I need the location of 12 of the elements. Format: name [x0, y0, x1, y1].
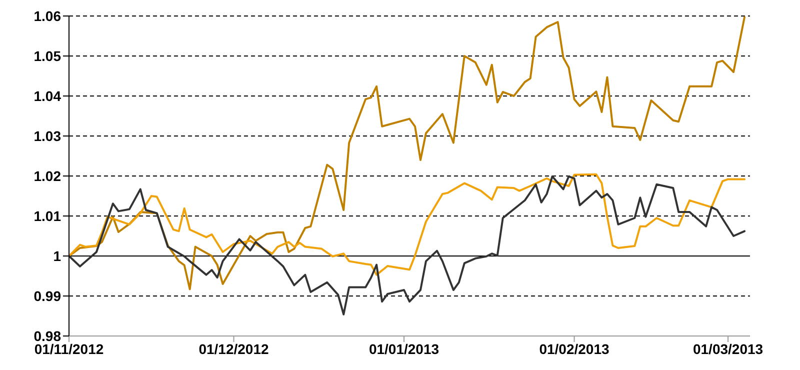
x-tick-label: 01/03/2013	[692, 340, 764, 357]
y-tick-label: 1.02	[34, 168, 62, 184]
x-tick-label: 01/02/2013	[539, 340, 610, 357]
y-tick-label: 1.01	[34, 208, 62, 224]
y-tick-label: 0.99	[34, 288, 62, 304]
x-tick-label: 01/01/2013	[368, 340, 440, 357]
y-tick-label: 1	[53, 248, 62, 264]
x-tick-label: 01/12/2012	[198, 340, 269, 357]
y-tick-label: 1.05	[34, 48, 62, 64]
y-tick-label: 1.06	[34, 8, 62, 24]
y-tick-label: 1.03	[34, 128, 62, 144]
y-tick-label: 1.04	[34, 88, 62, 104]
